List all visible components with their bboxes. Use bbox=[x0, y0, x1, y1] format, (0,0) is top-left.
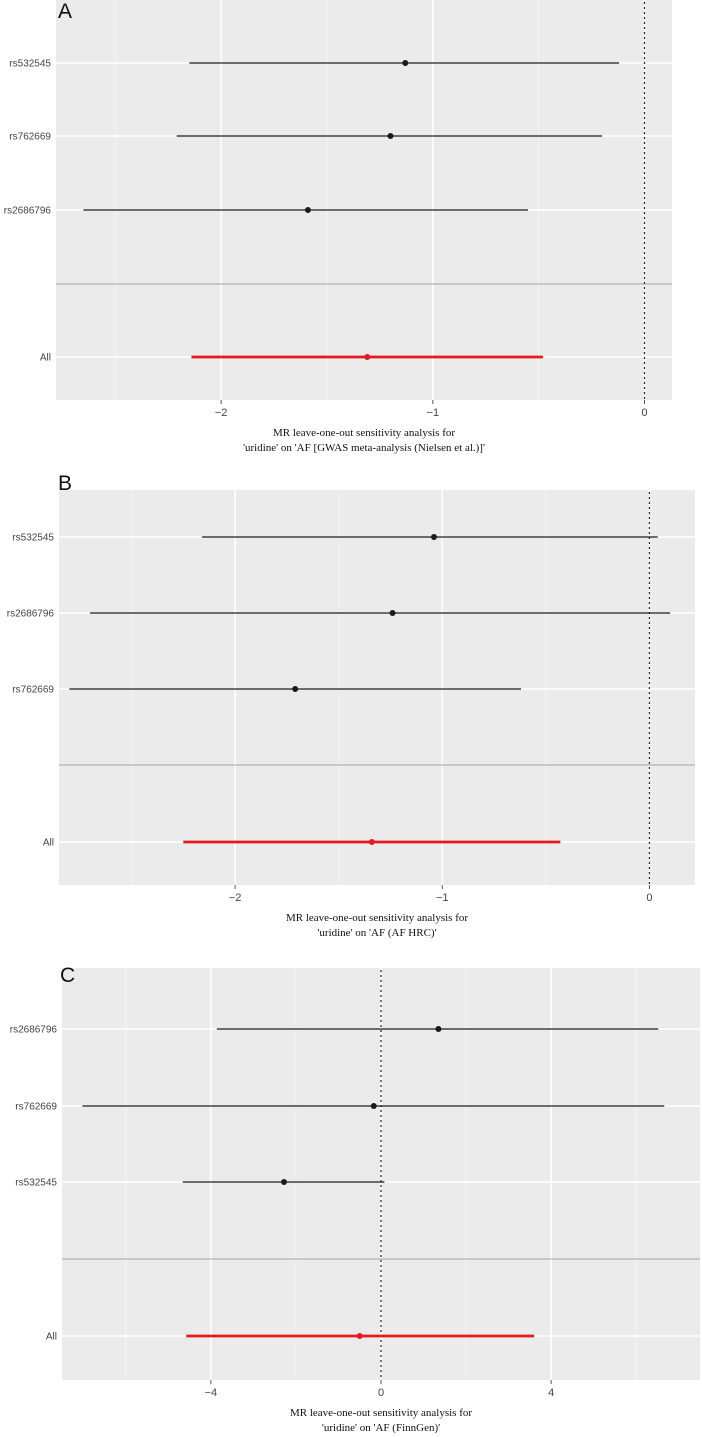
row-label: rs532545 bbox=[15, 1178, 57, 1189]
row-label: rs532545 bbox=[9, 59, 51, 70]
x-axis-label: 'uridine' on 'AF (FinnGen)' bbox=[322, 1422, 440, 1434]
x-axis-label: MR leave-one-out sensitivity analysis fo… bbox=[286, 912, 468, 924]
forest-panel-b: rs532545 rs2686796 rs762669 All −2 −1 0 MR leav… bbox=[7, 472, 695, 939]
snp-estimate-point bbox=[430, 534, 437, 540]
snp-estimate-point bbox=[292, 686, 299, 692]
row-label: rs762669 bbox=[15, 1102, 57, 1113]
x-axis-label: 'uridine' on 'AF (AF HRC)' bbox=[317, 927, 436, 939]
x-tick-label: −4 bbox=[205, 1387, 218, 1399]
row-label: rs762669 bbox=[12, 685, 54, 696]
row-label: rs2686796 bbox=[10, 1025, 58, 1036]
plot-background bbox=[59, 490, 695, 885]
x-tick-label: −1 bbox=[427, 407, 440, 419]
snp-estimate-point bbox=[370, 1103, 377, 1109]
forest-panel-a: rs532545 rs762669 rs2686796 All −2 −1 0 MR leav… bbox=[4, 0, 672, 454]
x-tick-label: 0 bbox=[641, 407, 647, 419]
row-label: rs532545 bbox=[12, 533, 54, 544]
snp-estimate-point bbox=[304, 207, 311, 213]
row-label: All bbox=[40, 353, 51, 364]
snp-estimate-point bbox=[402, 60, 409, 66]
panel-letter: A bbox=[58, 0, 72, 23]
row-label: rs762669 bbox=[9, 132, 51, 143]
row-label: All bbox=[46, 1332, 57, 1343]
row-label: rs2686796 bbox=[7, 609, 55, 620]
panel-letter: B bbox=[58, 472, 72, 495]
snp-estimate-point bbox=[389, 610, 396, 616]
panel-letter: C bbox=[60, 964, 75, 987]
x-axis-label: 'uridine' on 'AF [GWAS meta-analysis (Ni… bbox=[243, 442, 485, 454]
row-label: rs2686796 bbox=[4, 206, 52, 217]
overall-estimate-point bbox=[356, 1333, 363, 1339]
overall-estimate-point bbox=[364, 354, 371, 360]
x-tick-label: 0 bbox=[646, 892, 652, 904]
x-axis-label: MR leave-one-out sensitivity analysis fo… bbox=[290, 1407, 472, 1419]
overall-estimate-point bbox=[368, 839, 375, 845]
x-tick-label: 0 bbox=[378, 1387, 384, 1399]
row-label: All bbox=[43, 838, 54, 849]
forest-panel-c: rs2686796 rs762669 rs532545 All −4 0 4 MR leave… bbox=[10, 964, 700, 1434]
snp-estimate-point bbox=[435, 1026, 442, 1032]
x-tick-label: 4 bbox=[548, 1387, 554, 1399]
x-tick-label: −1 bbox=[436, 892, 449, 904]
snp-estimate-point bbox=[387, 133, 394, 139]
plot-background bbox=[56, 0, 672, 400]
x-tick-label: −2 bbox=[215, 407, 228, 419]
x-axis-label: MR leave-one-out sensitivity analysis fo… bbox=[273, 427, 455, 439]
x-tick-label: −2 bbox=[229, 892, 242, 904]
snp-estimate-point bbox=[281, 1179, 288, 1185]
